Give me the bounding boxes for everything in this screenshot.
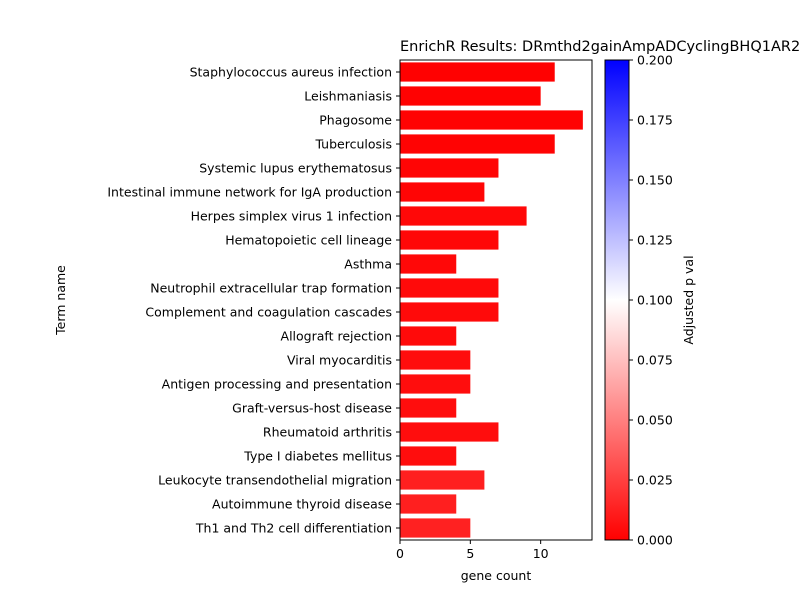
y-tick-label: Hematopoietic cell lineage bbox=[225, 233, 392, 248]
plot-frame bbox=[400, 60, 592, 540]
colorbar-tick-label: 0.150 bbox=[637, 173, 673, 188]
y-tick-label: Asthma bbox=[344, 257, 392, 272]
y-tick-label: Neutrophil extracellular trap formation bbox=[150, 281, 392, 296]
colorbar-tick-label: 0.125 bbox=[637, 233, 673, 248]
x-ticks: 0 5 10 bbox=[396, 540, 549, 561]
bar bbox=[400, 374, 470, 393]
y-tick-label: Leishmaniasis bbox=[304, 89, 392, 104]
bar bbox=[400, 230, 498, 249]
y-tick-label: Rheumatoid arthritis bbox=[263, 425, 392, 440]
bar bbox=[400, 254, 456, 273]
x-tick-label: 5 bbox=[466, 546, 474, 561]
y-axis-label: Term name bbox=[53, 265, 68, 336]
bar bbox=[400, 494, 456, 513]
bar bbox=[400, 326, 456, 345]
bar bbox=[400, 422, 498, 441]
x-axis-label: gene count bbox=[461, 568, 532, 583]
y-tick-label: Th1 and Th2 cell differentiation bbox=[195, 521, 392, 536]
bar bbox=[400, 398, 456, 417]
bar bbox=[400, 134, 555, 153]
y-tick-label: Herpes simplex virus 1 infection bbox=[191, 209, 392, 224]
colorbar-tick-label: 0.025 bbox=[637, 473, 673, 488]
y-tick-label: Leukocyte transendothelial migration bbox=[158, 473, 392, 488]
bar bbox=[400, 350, 470, 369]
x-tick-label: 0 bbox=[396, 546, 404, 561]
colorbar-tick-label: 0.075 bbox=[637, 353, 673, 368]
y-tick-label: Viral myocarditis bbox=[287, 353, 392, 368]
chart-title: EnrichR Results: DRmthd2gainAmpADCycling… bbox=[400, 39, 800, 55]
bar bbox=[400, 446, 456, 465]
bar bbox=[400, 278, 498, 297]
colorbar-tick-label: 0.200 bbox=[637, 53, 673, 68]
colorbar bbox=[605, 60, 629, 540]
y-tick-label: Systemic lupus erythematosus bbox=[199, 161, 392, 176]
y-tick-labels: Staphylococcus aureus infection Leishmani… bbox=[107, 65, 400, 536]
bar bbox=[400, 302, 498, 321]
y-tick-label: Graft-versus-host disease bbox=[232, 401, 392, 416]
y-tick-label: Autoimmune thyroid disease bbox=[212, 497, 392, 512]
y-tick-label: Type I diabetes mellitus bbox=[243, 449, 392, 464]
bar bbox=[400, 518, 470, 537]
bar bbox=[400, 62, 555, 81]
colorbar-tick-label: 0.050 bbox=[637, 413, 673, 428]
colorbar-tick-label: 0.000 bbox=[637, 533, 673, 548]
y-tick-label: Allograft rejection bbox=[281, 329, 392, 344]
colorbar-tick-label: 0.100 bbox=[637, 293, 673, 308]
bar bbox=[400, 182, 484, 201]
x-tick-label: 10 bbox=[533, 546, 549, 561]
colorbar-tick-label: 0.175 bbox=[637, 113, 673, 128]
bar bbox=[400, 470, 484, 489]
bar bbox=[400, 206, 527, 225]
colorbar-ticks: 0.000 0.025 0.050 0.075 0.100 0.125 0.150 0.175… bbox=[629, 53, 673, 548]
y-tick-label: Intestinal immune network for IgA produc… bbox=[107, 185, 392, 200]
bar bbox=[400, 110, 583, 129]
bar bbox=[400, 158, 498, 177]
y-tick-label: Staphylococcus aureus infection bbox=[190, 65, 392, 80]
bar bbox=[400, 86, 541, 105]
y-tick-label: Tuberculosis bbox=[314, 137, 392, 152]
y-tick-label: Complement and coagulation cascades bbox=[145, 305, 392, 320]
colorbar-label: Adjusted p val bbox=[681, 255, 696, 344]
bars-group bbox=[400, 62, 583, 537]
y-tick-label: Phagosome bbox=[319, 113, 392, 128]
y-tick-label: Antigen processing and presentation bbox=[162, 377, 392, 392]
